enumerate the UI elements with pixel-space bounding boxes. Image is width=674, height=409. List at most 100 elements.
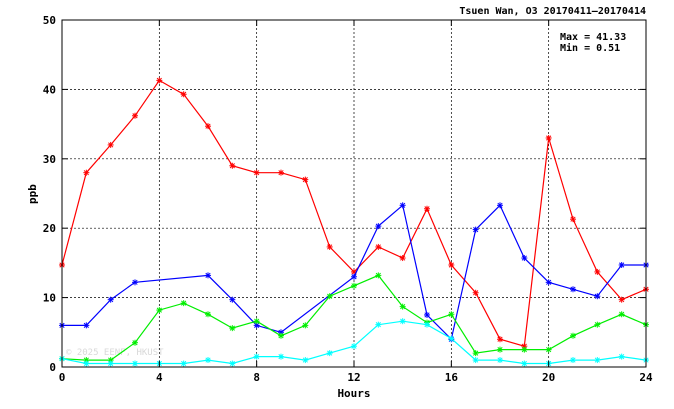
data-point: [399, 303, 406, 310]
data-point: [253, 353, 260, 360]
watermark: © 2025 EENF, HKUST: [66, 348, 164, 358]
x-tick-label: 12: [347, 371, 360, 384]
chart-title: Tsuen Wan, O3 20170411–20170414: [459, 6, 646, 17]
data-point: [497, 357, 503, 364]
data-point: [351, 273, 357, 280]
y-axis-label: ppb: [26, 184, 39, 204]
data-point: [497, 346, 503, 353]
data-point: [424, 205, 430, 212]
data-point: [107, 360, 114, 367]
data-point: [83, 322, 90, 329]
data-point: [229, 360, 236, 367]
data-point: [618, 296, 625, 303]
data-point: [83, 169, 90, 176]
data-point: [180, 360, 187, 367]
grid-lines: [62, 20, 646, 367]
data-point: [132, 279, 138, 286]
data-point: [472, 357, 479, 364]
data-point: [618, 353, 625, 360]
data-point: [570, 357, 576, 364]
x-tick-label: 16: [445, 371, 459, 384]
data-point: [594, 321, 601, 328]
data-point: [521, 255, 528, 262]
data-point: [229, 296, 236, 303]
data-point: [472, 289, 479, 296]
data-point: [326, 243, 333, 250]
data-point: [302, 176, 309, 183]
data-point: [375, 321, 382, 328]
data-point: [205, 357, 211, 364]
data-point: [132, 112, 138, 119]
data-point: [229, 325, 236, 332]
data-point: [448, 311, 455, 318]
data-point: [618, 311, 625, 318]
data-point: [107, 296, 114, 303]
data-point: [132, 360, 138, 367]
data-point: [253, 169, 260, 176]
data-point: [107, 141, 114, 148]
y-tick-label: 20: [43, 222, 56, 235]
data-point: [205, 311, 211, 318]
axis-ticks: 0 4 8 12 16 20 24 0 10 20 30 40 50: [43, 14, 653, 384]
data-point: [132, 339, 138, 346]
data-point: [180, 300, 187, 307]
data-point: [472, 226, 479, 233]
data-point: [424, 321, 430, 328]
data-point: [302, 322, 309, 329]
data-point: [205, 272, 211, 279]
data-point: [326, 350, 333, 357]
data-point: [570, 216, 576, 223]
data-point: [83, 360, 90, 367]
x-tick-label: 20: [542, 371, 555, 384]
data-point: [351, 282, 357, 289]
data-point: [497, 336, 503, 343]
data-point: [472, 350, 479, 357]
data-point: [205, 123, 211, 130]
y-tick-label: 50: [43, 14, 56, 27]
y-tick-label: 0: [49, 361, 56, 374]
data-point: [521, 360, 528, 367]
data-point: [351, 343, 357, 350]
data-point: [594, 357, 601, 364]
data-point: [253, 318, 260, 325]
data-point: [570, 332, 576, 339]
data-point: [448, 335, 455, 342]
data-point: [399, 318, 406, 325]
stat-max: Max = 41.33: [560, 32, 626, 43]
data-point: [497, 202, 503, 209]
y-tick-label: 40: [43, 83, 56, 96]
data-point: [278, 332, 284, 339]
data-point: [448, 261, 455, 268]
data-point: [594, 293, 601, 300]
data-point: [302, 357, 309, 364]
x-tick-label: 8: [253, 371, 260, 384]
data-point: [399, 202, 406, 209]
x-tick-label: 4: [156, 371, 163, 384]
data-point: [278, 353, 284, 360]
data-point: [399, 255, 406, 262]
data-point: [156, 307, 163, 314]
data-point: [570, 286, 576, 293]
x-tick-label: 0: [59, 371, 66, 384]
data-point: [180, 91, 187, 98]
data-point: [594, 268, 601, 275]
stat-min: Min = 0.51: [560, 42, 620, 54]
data-point: [375, 272, 382, 279]
data-point: [545, 134, 552, 141]
data-point: [618, 261, 625, 268]
data-point: [545, 279, 552, 286]
x-tick-label: 24: [639, 371, 653, 384]
data-point: [375, 243, 382, 250]
data-point: [375, 223, 382, 230]
data-point: [424, 311, 430, 318]
data-point: [278, 169, 284, 176]
data-point: [253, 322, 260, 329]
data-point: [545, 346, 552, 353]
x-axis-label: Hours: [337, 387, 370, 400]
y-tick-label: 10: [43, 292, 56, 305]
series-layer: [59, 77, 649, 367]
data-point: [156, 77, 163, 84]
data-point: [326, 293, 333, 300]
y-tick-label: 30: [43, 153, 56, 166]
